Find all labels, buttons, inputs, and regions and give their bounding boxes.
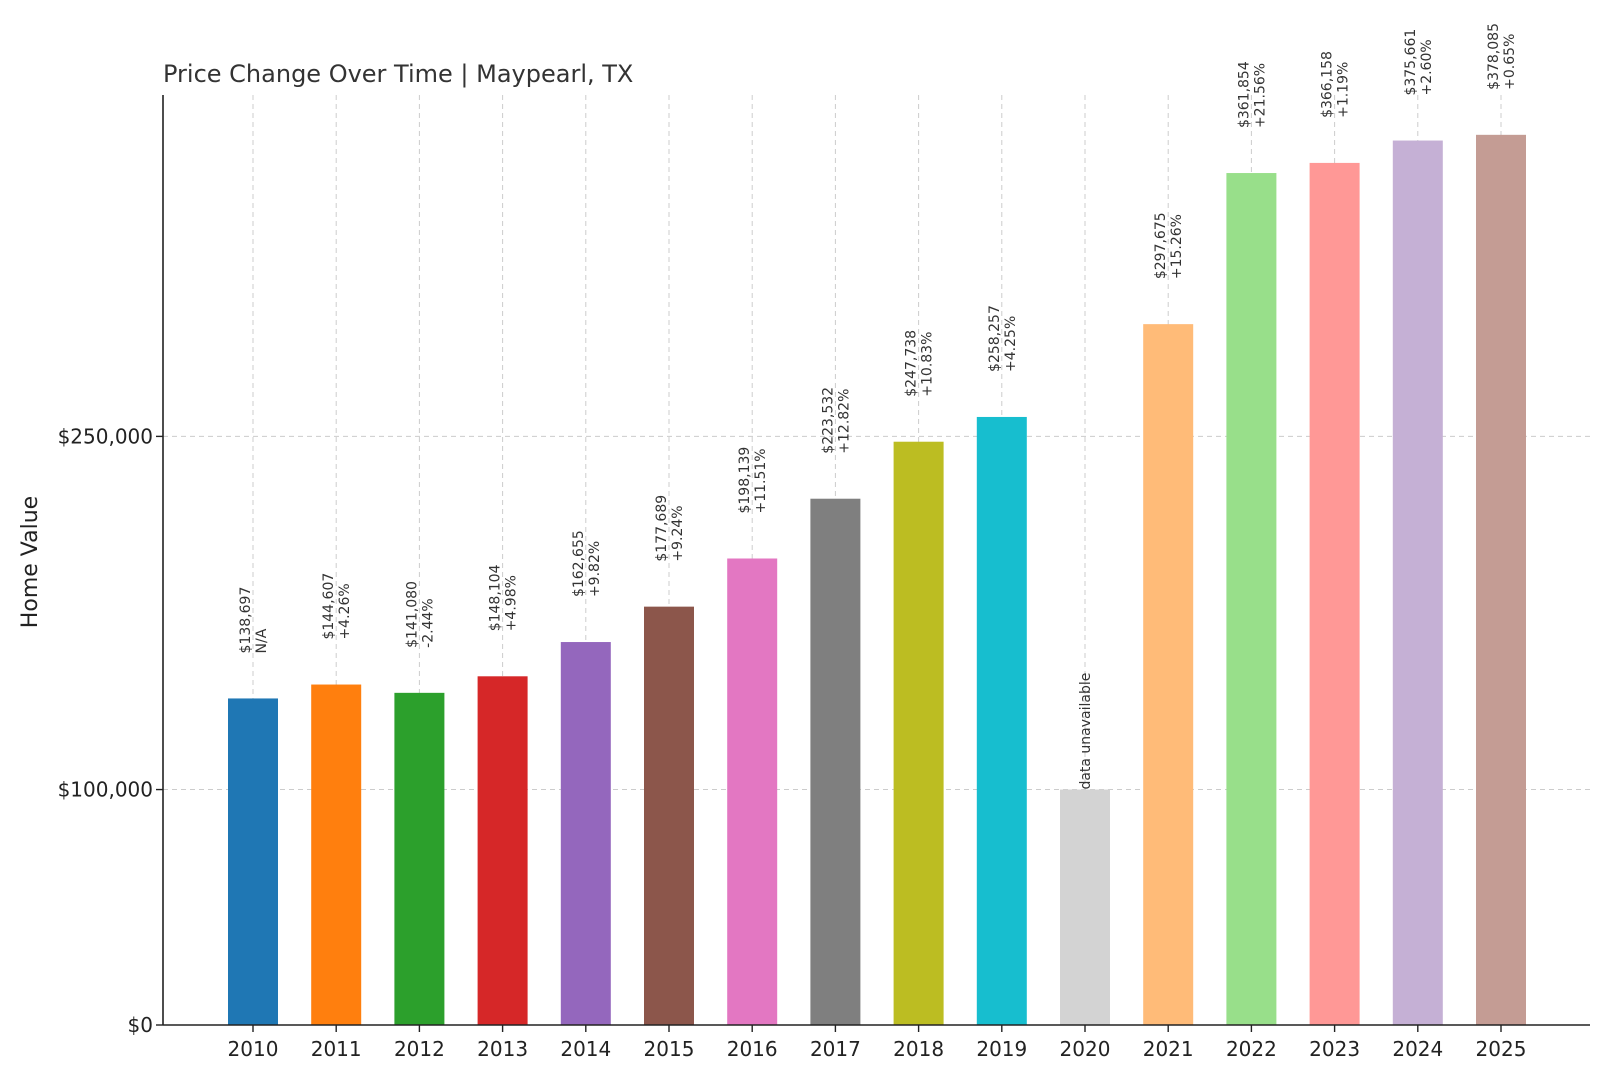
- change-label-2015: +9.24%: [670, 505, 686, 561]
- y-tick-label: $100,000: [58, 778, 153, 802]
- x-tick-label-2021: 2021: [1143, 1037, 1194, 1061]
- bar-2014: [560, 642, 611, 1025]
- bar-2011: [311, 684, 362, 1025]
- bar-2012: [394, 692, 445, 1025]
- bars-layer: [228, 134, 1526, 1026]
- bar-2025: [1476, 134, 1526, 1025]
- grid-layer: [163, 95, 1590, 1025]
- chart-title: Price Change Over Time | Maypearl, TX: [163, 60, 633, 88]
- x-tick-label-2024: 2024: [1392, 1037, 1443, 1061]
- change-label-2010: N/A: [254, 628, 270, 653]
- bar-2017: [810, 498, 861, 1025]
- change-label-2018: +10.83%: [920, 332, 936, 397]
- x-tick-label-2023: 2023: [1309, 1037, 1360, 1061]
- change-label-2024: +2.60%: [1419, 39, 1435, 95]
- value-label-2014: $162,655: [571, 530, 587, 597]
- bar-2023: [1309, 162, 1360, 1025]
- value-label-2024: $375,661: [1403, 29, 1419, 96]
- x-tick-label-2017: 2017: [810, 1037, 861, 1061]
- x-tick-label-2013: 2013: [477, 1037, 528, 1061]
- x-tick-label-2016: 2016: [727, 1037, 778, 1061]
- change-label-2017: +12.82%: [836, 389, 852, 454]
- bar-2015: [644, 606, 694, 1025]
- x-tick-label-2012: 2012: [394, 1037, 445, 1061]
- x-tick-label-2014: 2014: [560, 1037, 611, 1061]
- bar-2010: [228, 698, 278, 1025]
- x-tick-label-2010: 2010: [228, 1037, 279, 1061]
- y-axis-label: Home Value: [18, 496, 43, 628]
- value-label-2017: $223,532: [820, 387, 836, 454]
- value-label-2016: $198,139: [737, 447, 753, 514]
- data-labels-layer: $138,697 N/A $144,607 +4.26% $141,080 -2.44% $…: [238, 23, 1518, 790]
- change-label-2012: -2.44%: [420, 598, 436, 648]
- bar-2022: [1226, 173, 1277, 1026]
- bar-2019: [976, 416, 1027, 1025]
- change-label-2019: +4.25%: [1003, 316, 1019, 372]
- value-label-2013: $148,104: [488, 564, 504, 631]
- change-label-2025: +0.65%: [1502, 34, 1518, 90]
- value-label-2021: $297,675: [1153, 212, 1169, 279]
- y-tick-label: $250,000: [58, 424, 153, 448]
- x-tick-label-2015: 2015: [644, 1037, 695, 1061]
- change-label-2013: +4.98%: [504, 575, 520, 631]
- bar-2024: [1392, 140, 1443, 1025]
- x-tick-label-2025: 2025: [1476, 1037, 1527, 1061]
- unavailable-label-2020: data unavailable: [1078, 673, 1094, 790]
- value-label-2019: $258,257: [987, 305, 1003, 372]
- x-tick-label-2020: 2020: [1060, 1037, 1111, 1061]
- change-label-2023: +1.19%: [1336, 62, 1352, 118]
- value-label-2015: $177,689: [654, 495, 670, 562]
- x-tick-label-2018: 2018: [893, 1037, 944, 1061]
- value-label-2022: $361,854: [1236, 61, 1252, 128]
- change-label-2016: +11.51%: [753, 448, 769, 513]
- x-tick-label-2019: 2019: [976, 1037, 1027, 1061]
- x-tick-label-2022: 2022: [1226, 1037, 1277, 1061]
- value-label-2012: $141,080: [404, 581, 420, 648]
- bar-2016: [727, 558, 778, 1025]
- bar-2021: [1143, 324, 1194, 1026]
- change-label-2014: +9.82%: [587, 541, 603, 597]
- change-label-2021: +15.26%: [1169, 214, 1185, 279]
- value-label-2011: $144,607: [321, 573, 337, 640]
- value-label-2023: $366,158: [1320, 51, 1336, 118]
- bar-2018: [893, 441, 944, 1025]
- axis-layer: $0 $100,000 $250,000 2010 2011 2012 2013 2014 20…: [58, 95, 1590, 1061]
- value-label-2025: $378,085: [1486, 23, 1502, 90]
- value-label-2018: $247,738: [904, 330, 920, 397]
- y-tick-label: $0: [128, 1013, 153, 1037]
- value-label-2010: $138,697: [238, 587, 254, 654]
- change-label-2011: +4.26%: [337, 583, 353, 639]
- x-tick-label-2011: 2011: [311, 1037, 362, 1061]
- bar-2013: [477, 676, 528, 1025]
- bar-2020: [1060, 789, 1110, 1025]
- change-label-2022: +21.56%: [1252, 63, 1268, 128]
